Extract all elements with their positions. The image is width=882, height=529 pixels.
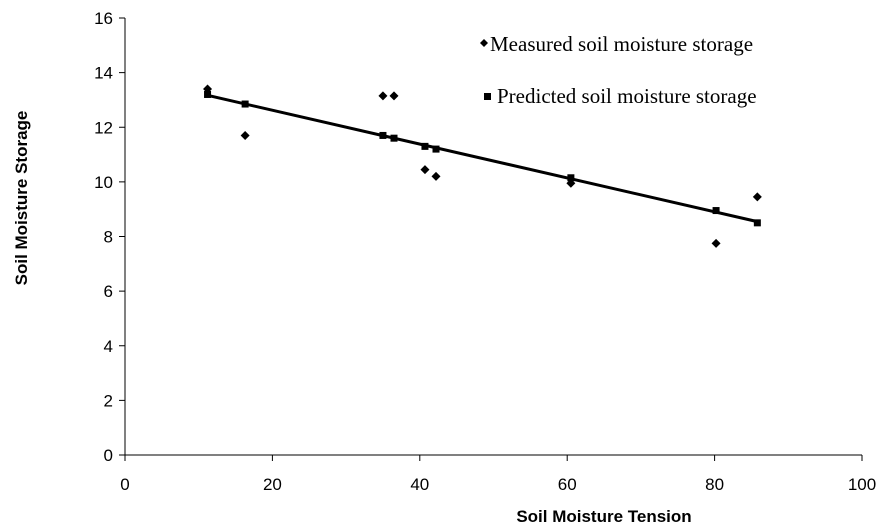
legend-item-predicted: Predicted soil moisture storage [484, 84, 757, 108]
series-0-point [378, 91, 388, 101]
x-tick-label: 0 [120, 475, 129, 494]
y-tick-label: 12 [94, 118, 113, 137]
x-ticks: 0 20 40 60 80 100 [120, 455, 876, 494]
legend-item-measured: Measured soil moisture storage [480, 32, 753, 56]
series-1-point [753, 219, 761, 227]
series-0-point [389, 91, 399, 101]
series-1-point [390, 134, 398, 142]
series-1-point [567, 174, 575, 182]
x-tick-label: 80 [705, 475, 724, 494]
x-tick-label: 20 [263, 475, 282, 494]
y-tick-label: 6 [104, 282, 113, 301]
series-1-trend-line [207, 93, 758, 224]
series-layer [203, 84, 762, 248]
y-tick-label: 16 [94, 9, 113, 28]
y-axis-title: Soil Moisture Storage [12, 111, 31, 286]
series-1-point [379, 131, 387, 139]
legend-label-measured: Measured soil moisture storage [490, 32, 753, 56]
x-tick-label: 100 [848, 475, 876, 494]
series-1-point [432, 145, 440, 153]
y-ticks: 0 2 4 6 8 10 12 14 16 [94, 9, 125, 465]
legend-marker-diamond-icon [480, 39, 488, 47]
x-tick-label: 60 [558, 475, 577, 494]
series-0-point [431, 171, 441, 181]
series-1-point [241, 100, 249, 108]
series-0-point [752, 192, 762, 202]
legend-label-predicted: Predicted soil moisture storage [497, 84, 757, 108]
series-1-point [421, 142, 429, 150]
y-tick-label: 0 [104, 446, 113, 465]
y-tick-label: 8 [104, 228, 113, 247]
y-tick-label: 14 [94, 64, 113, 83]
legend-marker-square-icon [484, 93, 491, 100]
x-axis-title: Soil Moisture Tension [516, 507, 691, 526]
y-tick-label: 2 [104, 391, 113, 410]
series-1-point [204, 90, 212, 98]
y-tick-label: 10 [94, 173, 113, 192]
series-0-point [240, 130, 250, 140]
series-0-point [420, 165, 430, 175]
y-tick-label: 4 [104, 337, 113, 356]
series-0-point [711, 238, 721, 248]
series-1-point [712, 207, 720, 215]
legend: Measured soil moisture storage Predicted… [480, 32, 757, 108]
x-tick-label: 40 [410, 475, 429, 494]
